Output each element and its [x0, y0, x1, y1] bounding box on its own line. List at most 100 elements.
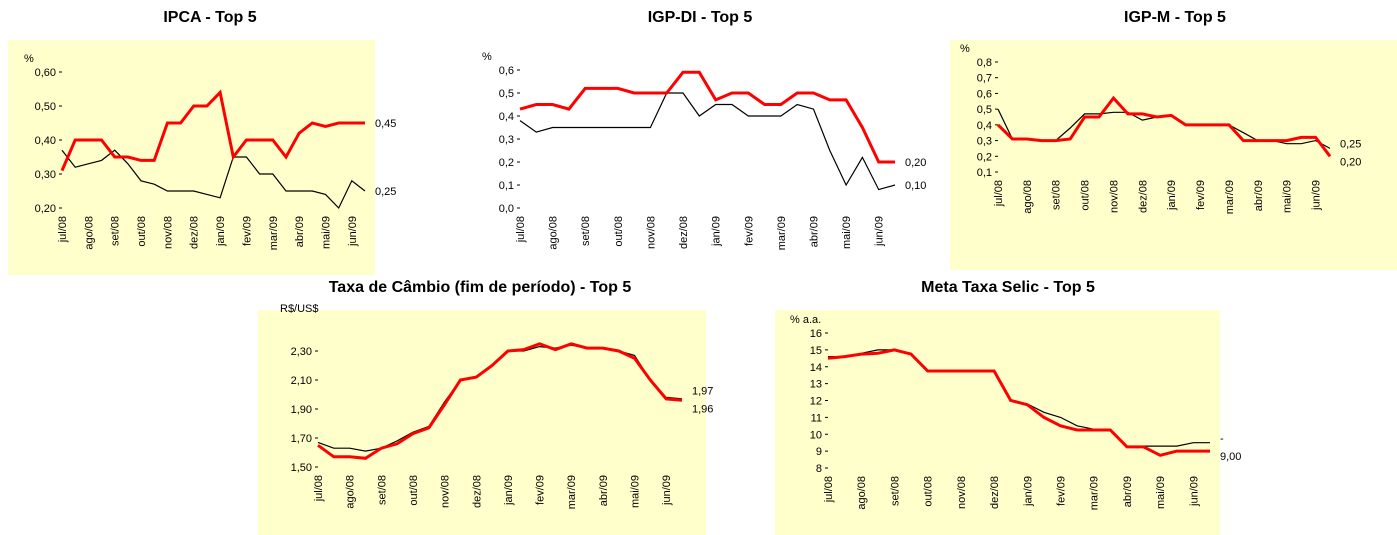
y-tick-label: 0,6: [499, 65, 514, 77]
x-tick-label: ago/08: [83, 216, 95, 250]
y-axis-label: %: [482, 51, 492, 63]
y-tick-label: 15: [810, 345, 822, 357]
y-tick-label: 0,1: [977, 167, 992, 179]
y-tick-label: 0,6: [977, 88, 992, 100]
x-tick-label: nov/08: [645, 216, 657, 249]
y-tick-label: 1,90: [291, 404, 312, 416]
x-tick-label: abr/09: [1253, 180, 1265, 211]
series-line: [519, 92, 896, 191]
x-tick-label: jan/09: [711, 216, 723, 247]
x-tick-label: fev/09: [241, 216, 253, 246]
x-tick-label: dez/08: [678, 216, 690, 249]
y-tick-label: 0,1: [499, 180, 514, 192]
chart-title: IPCA - Top 5: [163, 9, 256, 26]
x-tick-label: mai/09: [1155, 476, 1167, 509]
end-label: -: [1220, 433, 1224, 445]
y-tick-label: 16: [810, 328, 822, 340]
x-tick-label: set/08: [376, 475, 388, 505]
x-tick-label: mai/09: [630, 475, 642, 508]
y-tick-label: 0,60: [35, 67, 56, 79]
plot-background: [258, 310, 706, 535]
y-tick-label: 8: [816, 463, 822, 475]
series-line: [827, 348, 1210, 457]
x-tick-label: set/08: [889, 476, 901, 506]
x-tick-label: out/08: [613, 216, 625, 247]
y-axis-label: % a.a.: [790, 314, 821, 326]
x-tick-label: mar/09: [566, 475, 578, 509]
y-tick-label: 0,8: [977, 57, 992, 69]
y-tick-label: 0,3: [977, 136, 992, 148]
x-tick-label: mar/09: [776, 216, 788, 250]
y-tick-label: 0,5: [977, 104, 992, 116]
plot-background: [775, 310, 1220, 535]
chart-title: IGP-M - Top 5: [1124, 9, 1226, 26]
x-tick-label: set/08: [580, 216, 592, 246]
y-axis-label: %: [24, 53, 34, 65]
x-tick-label: nov/08: [956, 476, 968, 509]
end-label: 1,97: [692, 386, 713, 398]
end-label: 0,45: [375, 118, 396, 130]
series-line: [519, 70, 895, 164]
x-tick-label: jun/09: [874, 216, 886, 247]
y-tick-label: 0,30: [35, 169, 56, 181]
x-tick-label: jul/08: [993, 180, 1005, 207]
x-tick-label: jun/09: [1188, 476, 1200, 507]
chart-title: Taxa de Câmbio (fim de período) - Top 5: [329, 279, 632, 296]
x-tick-label: out/08: [408, 475, 420, 506]
x-tick-label: mai/09: [1282, 180, 1294, 213]
y-tick-label: 0,4: [977, 120, 992, 132]
x-tick-label: dez/08: [471, 475, 483, 508]
chart-title: IGP-DI - Top 5: [648, 9, 753, 26]
end-label: 1,96: [692, 404, 713, 416]
x-tick-label: fev/09: [535, 475, 547, 505]
x-tick-label: set/08: [110, 216, 122, 246]
y-tick-label: 14: [810, 362, 822, 374]
end-label: 0,25: [1340, 138, 1361, 150]
x-tick-label: jul/08: [515, 216, 527, 243]
x-tick-label: jun/09: [661, 475, 673, 506]
y-tick-label: 0,0: [499, 203, 514, 215]
x-tick-label: abr/09: [294, 216, 306, 247]
x-tick-label: jul/08: [823, 476, 835, 503]
y-tick-label: 0,4: [499, 111, 514, 123]
y-tick-label: 1,70: [291, 433, 312, 445]
x-tick-label: nov/08: [1108, 180, 1120, 213]
y-tick-label: 10: [810, 429, 822, 441]
plot-background: [950, 40, 1397, 270]
x-tick-label: fev/09: [743, 216, 755, 246]
series-line: [317, 342, 683, 460]
x-tick-label: mar/09: [268, 216, 280, 250]
x-tick-label: jul/08: [313, 475, 325, 502]
end-label: 0,10: [905, 180, 926, 192]
x-tick-label: out/08: [136, 216, 148, 247]
x-tick-label: mar/09: [1089, 476, 1101, 510]
x-tick-label: mar/09: [1224, 180, 1236, 214]
y-tick-label: 0,20: [35, 203, 56, 215]
y-tick-label: 9: [816, 446, 822, 458]
x-tick-label: ago/08: [856, 476, 868, 510]
x-tick-label: out/08: [1080, 180, 1092, 211]
x-tick-label: dez/08: [1137, 180, 1149, 213]
y-tick-label: 13: [810, 379, 822, 391]
x-tick-label: jun/09: [1311, 180, 1323, 211]
x-tick-label: mai/09: [320, 216, 332, 249]
x-tick-label: jan/09: [1166, 180, 1178, 211]
y-tick-label: 0,7: [977, 73, 992, 85]
x-tick-label: jun/09: [347, 216, 359, 247]
x-tick-label: mai/09: [841, 216, 853, 249]
x-tick-label: dez/08: [989, 476, 1001, 509]
y-tick-label: 0,2: [499, 157, 514, 169]
x-tick-label: jan/09: [503, 475, 515, 506]
y-tick-label: 0,40: [35, 135, 56, 147]
y-tick-label: 0,2: [977, 151, 992, 163]
end-label: 9,00: [1220, 451, 1241, 463]
y-tick-label: 11: [811, 412, 822, 424]
x-tick-label: abr/09: [808, 216, 820, 247]
y-tick-label: 2,10: [291, 375, 312, 387]
x-tick-label: out/08: [923, 476, 935, 507]
y-tick-label: 2,30: [291, 346, 312, 358]
end-label: 0,25: [375, 186, 396, 198]
y-tick-label: 12: [810, 396, 822, 408]
x-tick-label: fev/09: [1195, 180, 1207, 210]
